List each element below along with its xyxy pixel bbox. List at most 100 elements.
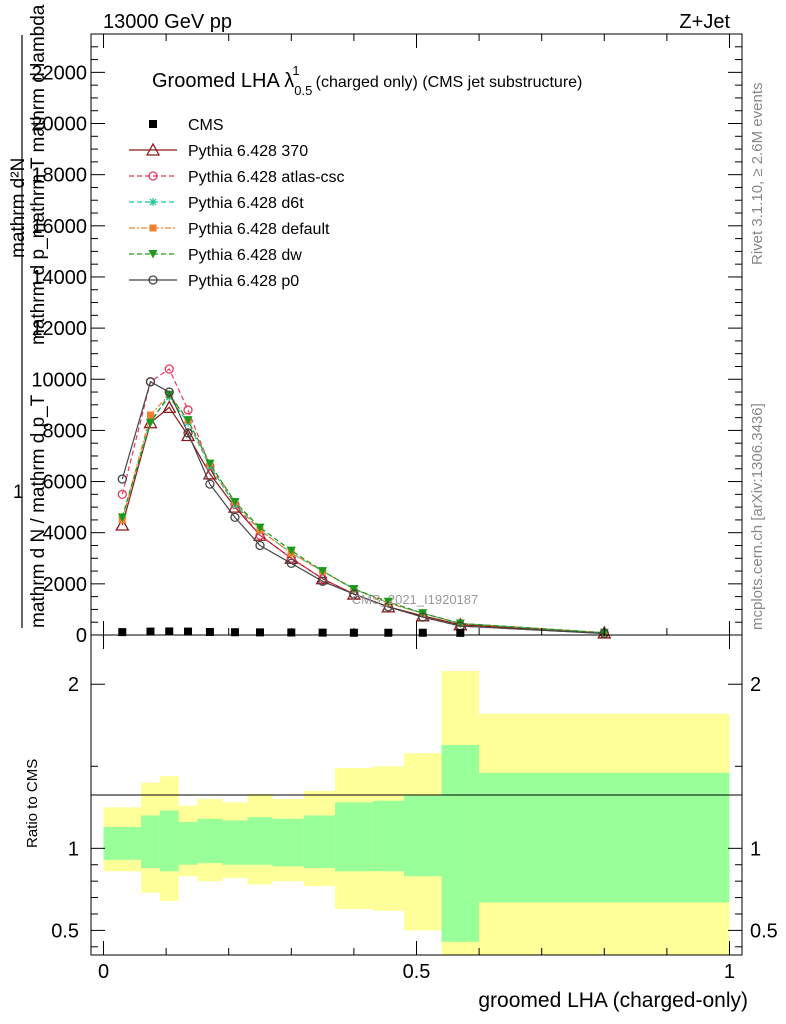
series-point <box>455 619 465 628</box>
legend-entry: CMS <box>149 117 224 134</box>
title-sup: 1 <box>292 63 299 78</box>
header-left: 13000 GeV pp <box>103 11 232 33</box>
series-point <box>255 523 265 533</box>
series-4 <box>117 390 609 638</box>
series-point <box>145 418 155 428</box>
cms-point <box>384 628 393 637</box>
series-point <box>143 415 158 429</box>
series-point <box>230 512 240 523</box>
y-tick-label: 16000 <box>31 216 87 238</box>
legend-label: Pythia 6.428 default <box>188 221 330 238</box>
series-point <box>230 498 240 507</box>
cms-point <box>118 628 127 637</box>
series-point <box>115 517 130 531</box>
series-layer <box>115 364 612 639</box>
title-sub: 0.5 <box>294 83 312 98</box>
series-point <box>146 411 154 419</box>
ratio-band-green <box>141 815 160 869</box>
ratio-tick-label: 1 <box>750 838 761 860</box>
legend-marker <box>148 171 158 181</box>
header-right: Z+Jet <box>679 11 730 33</box>
x-tick-label: 0 <box>98 961 109 983</box>
legend-entry: Pythia 6.428 dw <box>129 247 302 264</box>
legend: CMS Pythia 6.428 370 Pythia 6.428 atlas-cs… <box>129 117 345 290</box>
y-tick-label: 14000 <box>31 267 87 289</box>
ylabel-line-4: mathrm d N / mathrm d p_T <box>28 394 49 628</box>
series-point <box>117 489 127 499</box>
title-main: Groomed LHA λ <box>152 70 294 92</box>
legend-marker <box>145 142 161 156</box>
legend-label: Pythia 6.428 370 <box>188 143 308 160</box>
ratio-band-green <box>272 818 304 867</box>
ratio-tick-label: 0.5 <box>750 920 778 942</box>
legend-label: CMS <box>188 117 224 134</box>
rivet-note: Rivet 3.1.10, ≥ 2.6M events <box>749 83 766 266</box>
series-point <box>286 558 296 569</box>
legend-marker <box>149 224 157 232</box>
legend-marker <box>149 198 157 206</box>
title-rest: (charged only) (CMS jet substructure) <box>316 74 583 91</box>
ratio-tick-label: 2 <box>750 674 761 696</box>
cms-point <box>256 628 265 637</box>
legend-entry: Pythia 6.428 atlas-csc <box>129 169 345 186</box>
ratio-y-label: Ratio to CMS <box>24 759 41 848</box>
series-point <box>349 584 359 594</box>
ratio-band-green <box>197 818 223 864</box>
series-point <box>117 474 127 484</box>
series-line <box>121 396 605 634</box>
cms-point <box>165 627 174 636</box>
cms-point <box>230 628 239 637</box>
legend-label: Pythia 6.428 d6t <box>188 195 304 212</box>
series-point <box>418 612 428 622</box>
cms-point <box>205 627 214 636</box>
series-point <box>383 602 393 612</box>
ratio-tick-label: 0.5 <box>51 920 79 942</box>
ratio-band-green <box>372 800 404 872</box>
legend-entry: Pythia 6.428 default <box>129 221 330 238</box>
series-point <box>317 576 328 586</box>
cms-point <box>146 627 155 636</box>
x-tick-label: 1 <box>724 961 735 983</box>
series-point <box>164 390 174 400</box>
cms-point <box>456 628 465 637</box>
legend-label: Pythia 6.428 atlas-csc <box>188 169 345 186</box>
legend-label: Pythia 6.428 p0 <box>188 273 299 290</box>
legend-marker <box>148 250 158 259</box>
cms-point <box>184 627 193 636</box>
series-point <box>117 513 127 522</box>
ratio-band-green <box>335 802 373 872</box>
ratio-band-green <box>247 817 273 865</box>
ylabel-line-3: 1 <box>13 482 24 503</box>
ratio-bands <box>103 671 730 955</box>
legend-entry: Pythia 6.428 d6t <box>129 195 304 212</box>
axis-ticks: 0 2000 4000 6000 8000 10000 12000 14000 16000 180… <box>31 34 778 983</box>
series-5 <box>117 377 609 639</box>
chart-title: Groomed LHA λ0.5 1 (charged only) (CMS jet… <box>152 63 582 98</box>
series-point <box>183 416 193 425</box>
ratio-tick-label: 1 <box>68 838 79 860</box>
series-point <box>162 400 177 414</box>
y-tick-label: 20000 <box>31 114 87 136</box>
legend-entry: Pythia 6.428 p0 <box>129 273 299 290</box>
legend-entry: Pythia 6.428 370 <box>129 142 308 160</box>
ratio-band-green <box>441 744 480 942</box>
series-point <box>202 466 218 480</box>
cms-point <box>318 628 327 637</box>
series-point <box>183 405 193 415</box>
series-point <box>383 597 393 607</box>
y-tick-label: 12000 <box>31 318 87 340</box>
ratio-band-green <box>303 815 336 869</box>
ratio-tick-label: 2 <box>68 674 79 696</box>
ratio-band-green <box>222 820 248 865</box>
x-tick-label: 0.5 <box>403 961 431 983</box>
series-point <box>205 459 215 469</box>
series-point <box>349 589 359 599</box>
series-point <box>183 428 193 438</box>
series-point <box>346 586 361 600</box>
y-tick-label: 4000 <box>43 523 88 545</box>
y-tick-label: 22000 <box>31 62 87 84</box>
ratio-band-green <box>479 772 730 903</box>
y-tick-label: 18000 <box>31 165 87 187</box>
legend-marker <box>148 275 158 285</box>
cms-point <box>418 628 427 637</box>
